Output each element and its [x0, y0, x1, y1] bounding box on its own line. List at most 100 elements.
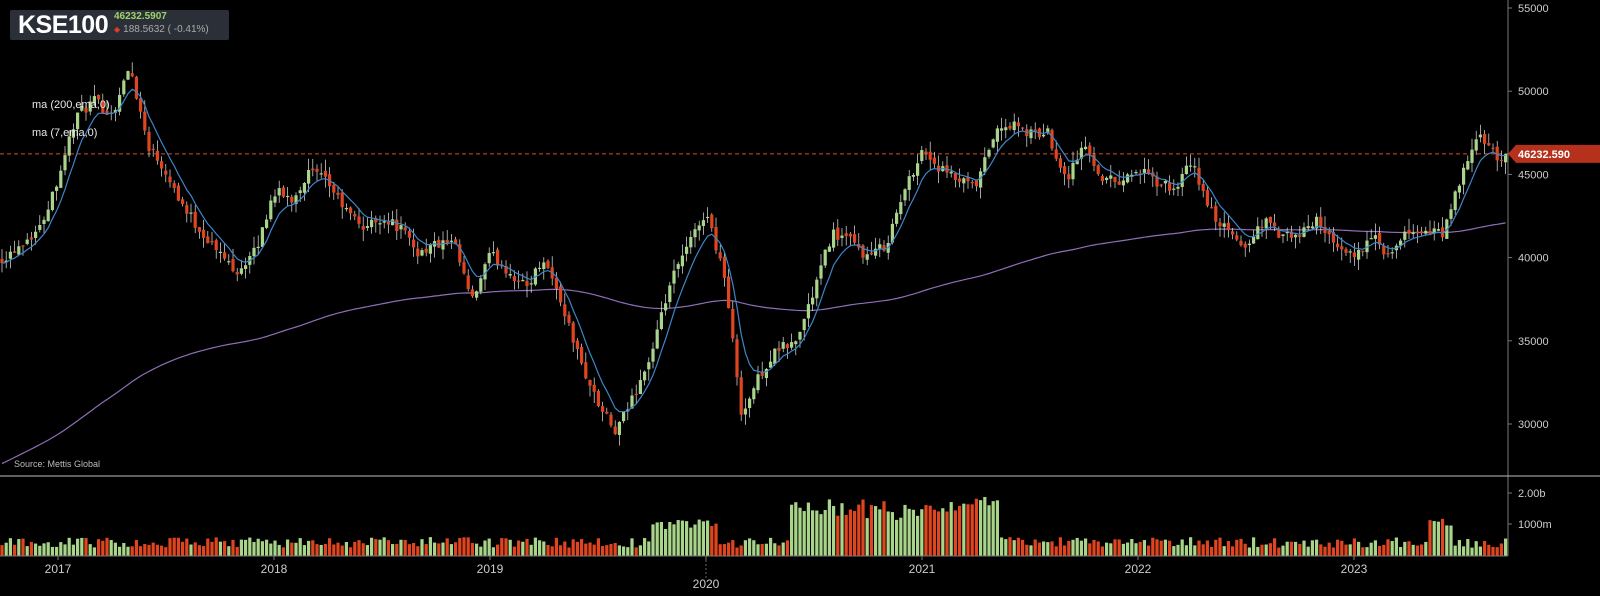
candle-body	[483, 264, 487, 280]
x-tick-label: 2022	[1125, 562, 1152, 576]
volume-bar	[206, 538, 210, 556]
candle-body	[1222, 223, 1226, 227]
candle-body	[1067, 174, 1071, 180]
volume-bar	[420, 539, 424, 556]
x-tick-label: 2017	[45, 562, 72, 576]
candle-body	[668, 285, 672, 303]
candle-body	[176, 185, 180, 201]
volume-bar	[680, 520, 684, 556]
candle-body	[218, 251, 222, 254]
candle-body	[302, 182, 306, 193]
volume-bar	[256, 538, 260, 556]
candle-body	[735, 339, 739, 378]
volume-bar	[319, 544, 323, 556]
volume-bar	[1357, 541, 1361, 556]
candle-body	[160, 161, 164, 169]
candle-body	[80, 105, 84, 111]
candle-body	[1420, 231, 1424, 234]
volume-bar	[832, 506, 836, 556]
candle-body	[1310, 226, 1314, 229]
candle-body	[1226, 222, 1230, 230]
candle-body	[1474, 139, 1478, 151]
candle-body	[386, 222, 390, 225]
legend-ma-long[interactable]: ma (200,ema,0)	[32, 99, 110, 111]
volume-bar	[920, 509, 924, 556]
candle-body	[13, 251, 17, 253]
candle-body	[1046, 128, 1050, 134]
candle-body	[21, 245, 25, 247]
volume-bar	[1067, 541, 1071, 556]
volume-bar	[500, 538, 504, 556]
candle-body	[281, 187, 285, 197]
candle-body	[655, 329, 659, 349]
candle-body	[798, 331, 802, 340]
candle-body	[529, 283, 533, 285]
volume-tick-label: 1000m	[1518, 519, 1552, 531]
volume-bar	[4, 542, 8, 556]
volume-bar	[643, 538, 647, 556]
volume-bar	[777, 545, 781, 556]
candle-body	[84, 107, 88, 113]
volume-bar	[67, 537, 71, 556]
candle-body	[647, 362, 651, 370]
candle-body	[890, 223, 894, 243]
candle-body	[1441, 227, 1445, 238]
volume-bar	[470, 542, 474, 556]
volume-bar	[1302, 540, 1306, 556]
candle-body	[1088, 145, 1092, 155]
candle-body	[395, 219, 399, 232]
candle-body	[689, 237, 693, 248]
candle-body	[584, 362, 588, 379]
volume-bar	[991, 501, 995, 556]
volume-bar	[1315, 539, 1319, 556]
candle-body	[424, 248, 428, 253]
volume-bar	[1142, 540, 1146, 556]
candle-body	[924, 151, 928, 154]
candle-body	[995, 128, 999, 142]
volume-bar	[214, 537, 218, 556]
candle-body	[38, 225, 42, 230]
volume-bar	[260, 541, 264, 556]
volume-bar	[424, 544, 428, 556]
volume-bar	[1121, 543, 1125, 556]
volume-bar	[76, 538, 80, 556]
candle-body	[651, 348, 655, 362]
candle-body	[1478, 134, 1482, 138]
candle-body	[1289, 231, 1293, 238]
volume-bar	[1063, 545, 1067, 556]
volume-bar	[748, 538, 752, 556]
volume-bar	[97, 539, 101, 556]
volume-bar	[844, 514, 848, 556]
volume-bar	[1092, 539, 1096, 556]
volume-bar	[378, 539, 382, 556]
candle-body	[861, 245, 865, 258]
candle-body	[806, 304, 810, 319]
volume-bar	[101, 540, 105, 556]
volume-bar	[1029, 545, 1033, 556]
volume-bar	[109, 540, 113, 556]
x-tick-label: 2020	[693, 577, 720, 591]
volume-bar	[1222, 546, 1226, 556]
volume-bar	[193, 542, 197, 556]
candle-body	[1029, 129, 1033, 139]
candle-body	[1105, 177, 1109, 181]
volume-bar	[1483, 541, 1487, 556]
candle-body	[97, 94, 101, 100]
legend-ma-short[interactable]: ma (7,ema,0)	[32, 127, 98, 139]
candle-body	[634, 393, 638, 396]
volume-bar	[1382, 544, 1386, 556]
volume-bar	[315, 544, 319, 556]
candle-body	[1063, 166, 1067, 175]
volume-bar	[764, 543, 768, 556]
change-value: 188.5632 ( -0.41%)	[123, 24, 209, 35]
candle-body	[937, 165, 941, 172]
candle-body	[1411, 232, 1415, 235]
candle-body	[25, 239, 29, 244]
candle-body	[878, 244, 882, 250]
volume-bar	[8, 538, 12, 556]
volume-bar	[1457, 539, 1461, 556]
candle-body	[710, 214, 714, 229]
volume-bar	[848, 509, 852, 556]
volume-bar	[1487, 544, 1491, 556]
